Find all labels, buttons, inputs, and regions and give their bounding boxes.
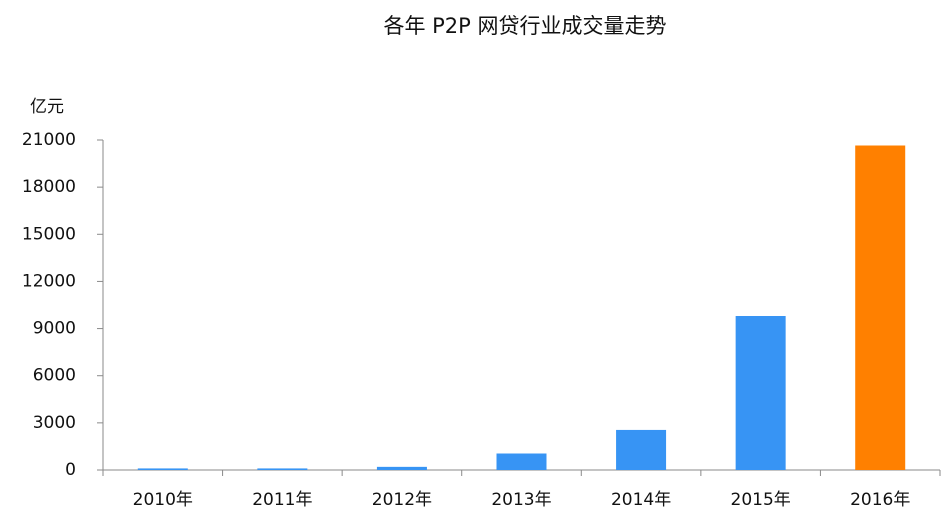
y-tick-label: 3000 xyxy=(33,413,76,433)
y-tick-label: 6000 xyxy=(33,366,76,386)
y-axis-unit: 亿元 xyxy=(30,97,64,117)
x-tick-label: 2015年 xyxy=(731,490,791,510)
y-tick-label: 21000 xyxy=(22,130,76,150)
x-tick-label: 2016年 xyxy=(850,490,910,510)
bar xyxy=(376,466,427,470)
bar xyxy=(496,453,547,470)
y-tick-label: 9000 xyxy=(33,319,76,339)
bar xyxy=(616,429,667,470)
bar xyxy=(855,145,906,470)
x-tick-label: 2011年 xyxy=(252,490,312,510)
x-tick-label: 2014年 xyxy=(611,490,671,510)
bar xyxy=(257,468,308,470)
y-tick-label: 12000 xyxy=(22,271,76,291)
y-tick-label: 15000 xyxy=(22,224,76,244)
x-tick-label: 2012年 xyxy=(372,490,432,510)
x-tick-label: 2010年 xyxy=(133,490,193,510)
y-tick-label: 18000 xyxy=(22,177,76,197)
chart-title: 各年 P2P 网贷行业成交量走势 xyxy=(383,14,666,38)
bar xyxy=(137,468,188,470)
x-tick-label: 2013年 xyxy=(491,490,551,510)
bar xyxy=(735,316,786,470)
y-tick-label: 0 xyxy=(65,460,76,480)
